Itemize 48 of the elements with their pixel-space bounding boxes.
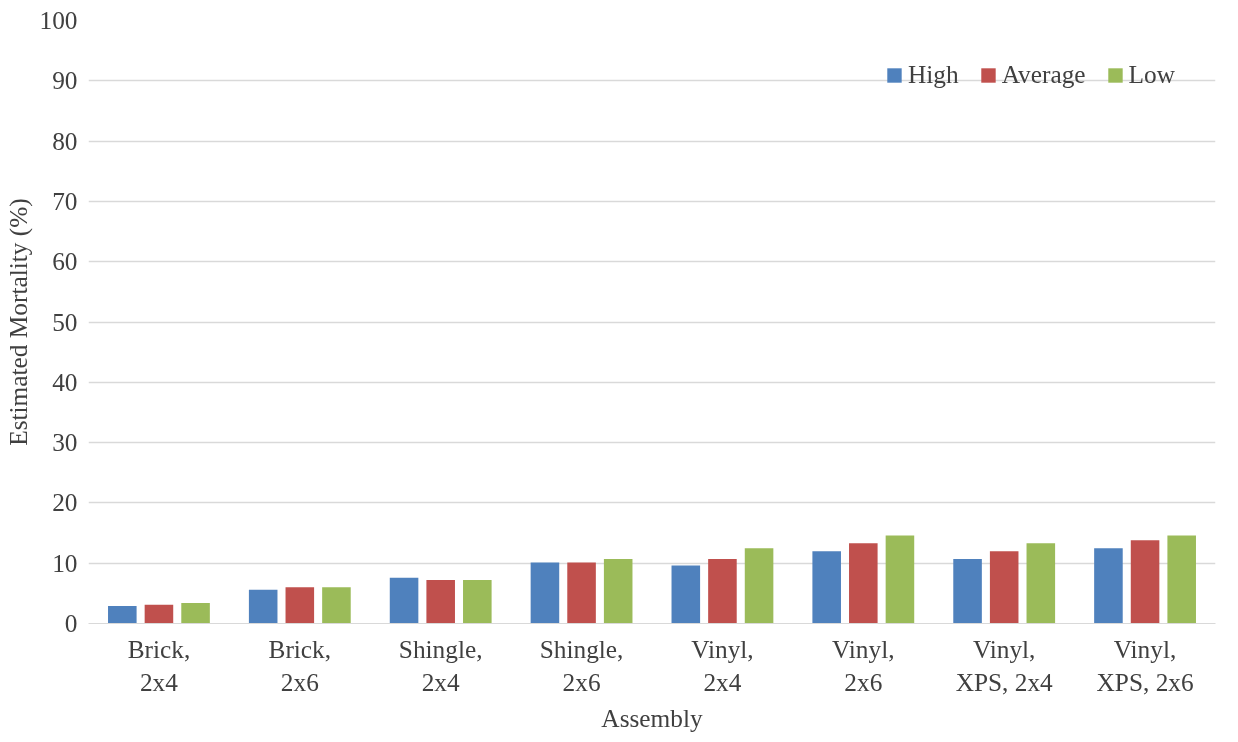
bar <box>849 543 878 624</box>
bar <box>671 565 701 624</box>
bar <box>463 580 492 624</box>
bar <box>1167 535 1196 624</box>
bar <box>989 551 1019 624</box>
y-tick-label: 10 <box>52 548 78 577</box>
bar <box>322 587 351 624</box>
x-tick-label: Brick, 2x4 <box>127 634 191 697</box>
bar <box>181 603 210 624</box>
y-tick-label: 40 <box>52 367 78 396</box>
x-tick-label: Brick, 2x6 <box>268 634 332 697</box>
x-tick-label: Shingle, 2x6 <box>539 634 624 697</box>
y-tick-label: 30 <box>52 428 78 457</box>
x-tick-label: Shingle, 2x4 <box>398 634 483 697</box>
x-tick-label: Vinyl, XPS, 2x4 <box>955 634 1054 697</box>
y-tick-label: 20 <box>52 488 78 517</box>
x-tick-label: Vinyl, 2x6 <box>832 634 895 697</box>
bar <box>567 562 596 624</box>
bar <box>144 604 174 624</box>
bar <box>812 551 841 624</box>
bar <box>248 589 278 624</box>
y-tick-label: 60 <box>52 247 78 276</box>
bar <box>108 606 137 624</box>
bar <box>953 558 982 624</box>
y-tick-label: 70 <box>52 186 78 215</box>
y-tick-label: 100 <box>39 6 78 34</box>
bar <box>389 577 419 624</box>
bar <box>885 535 915 624</box>
x-axis-title: Assembly <box>601 704 703 733</box>
y-tick-label: 90 <box>52 66 78 95</box>
bar <box>1026 543 1056 624</box>
legend-label: Low <box>1128 60 1175 89</box>
x-tick-label: Vinyl, XPS, 2x6 <box>1096 634 1194 697</box>
bar <box>530 562 560 624</box>
y-tick-label: 80 <box>52 126 78 155</box>
bar <box>603 558 633 624</box>
y-tick-label: 0 <box>64 609 78 637</box>
legend-label: High <box>907 60 959 89</box>
y-axis-title: Estimated Mortality (%) <box>3 198 33 446</box>
bar <box>426 580 455 624</box>
y-tick-label: 50 <box>52 307 78 336</box>
bar <box>744 548 774 624</box>
bar <box>1130 540 1160 624</box>
x-tick-label: Vinyl, 2x4 <box>691 634 754 697</box>
bar <box>708 558 737 624</box>
bar <box>1094 548 1123 624</box>
legend-label: Average <box>1001 60 1086 89</box>
bar <box>285 587 315 624</box>
